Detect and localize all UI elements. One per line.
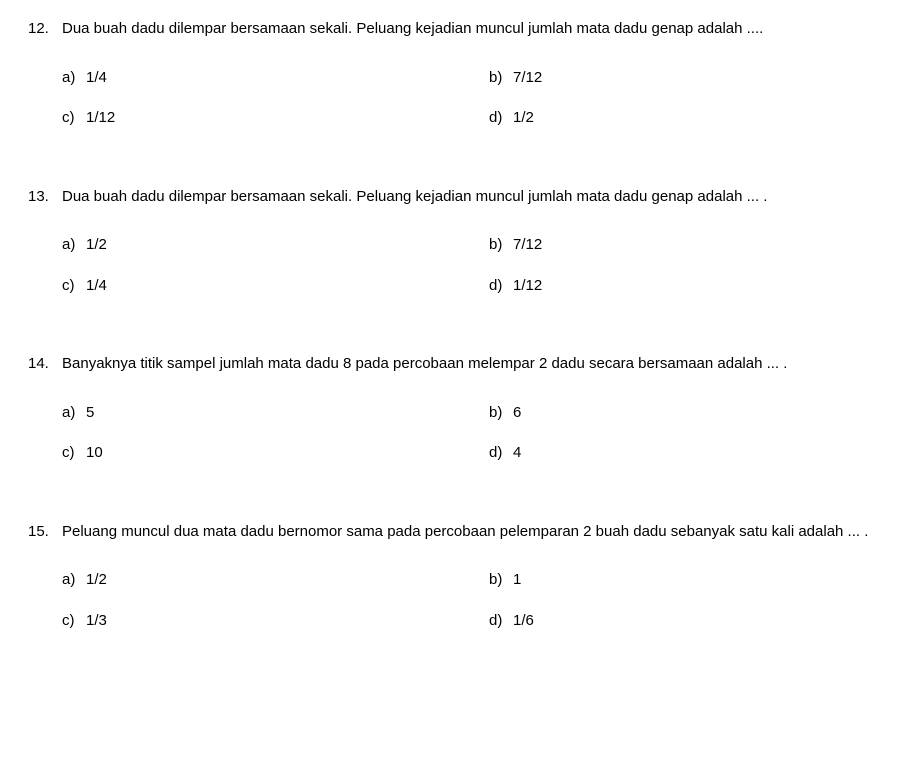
option-value: 1/4 [86,275,107,298]
option-b: b) 1 [489,569,896,592]
option-b: b) 6 [489,402,896,425]
question-13: 13. Dua buah dadu dilempar bersamaan sek… [28,186,896,298]
option-label: c) [62,275,86,298]
option-label: a) [62,569,86,592]
option-c: c) 10 [62,442,469,465]
option-label: c) [62,107,86,130]
question-15: 15. Peluang muncul dua mata dadu bernomo… [28,521,896,633]
question-body: Banyaknya titik sampel jumlah mata dadu … [62,353,896,465]
option-label: d) [489,107,513,130]
option-label: b) [489,234,513,257]
option-b: b) 7/12 [489,234,896,257]
option-c: c) 1/3 [62,610,469,633]
option-label: a) [62,402,86,425]
option-value: 1 [513,569,521,592]
option-d: d) 1/6 [489,610,896,633]
option-value: 4 [513,442,521,465]
option-label: b) [489,569,513,592]
option-c: c) 1/12 [62,107,469,130]
option-label: a) [62,67,86,90]
option-value: 6 [513,402,521,425]
question-body: Dua buah dadu dilempar bersamaan sekali.… [62,186,896,298]
option-value: 5 [86,402,94,425]
option-value: 1/3 [86,610,107,633]
question-body: Dua buah dadu dilempar bersamaan sekali.… [62,18,896,130]
question-text: Dua buah dadu dilempar bersamaan sekali.… [62,186,896,209]
option-a: a) 1/2 [62,234,469,257]
question-14: 14. Banyaknya titik sampel jumlah mata d… [28,353,896,465]
question-text: Peluang muncul dua mata dadu bernomor sa… [62,521,896,544]
option-a: a) 1/2 [62,569,469,592]
option-d: d) 1/2 [489,107,896,130]
option-b: b) 7/12 [489,67,896,90]
options-grid: a) 1/2 b) 7/12 c) 1/4 d) 1/12 [62,234,896,297]
option-d: d) 4 [489,442,896,465]
option-value: 10 [86,442,103,465]
option-value: 1/2 [513,107,534,130]
question-number: 14. [28,353,62,376]
option-label: b) [489,402,513,425]
question-number: 13. [28,186,62,209]
option-label: d) [489,442,513,465]
question-number: 12. [28,18,62,41]
option-a: a) 1/4 [62,67,469,90]
option-value: 1/12 [513,275,542,298]
option-c: c) 1/4 [62,275,469,298]
question-text: Banyaknya titik sampel jumlah mata dadu … [62,353,896,376]
option-value: 1/4 [86,67,107,90]
option-value: 1/6 [513,610,534,633]
option-label: c) [62,442,86,465]
question-text: Dua buah dadu dilempar bersamaan sekali.… [62,18,896,41]
question-body: Peluang muncul dua mata dadu bernomor sa… [62,521,896,633]
options-grid: a) 1/4 b) 7/12 c) 1/12 d) 1/2 [62,67,896,130]
option-label: c) [62,610,86,633]
option-value: 1/12 [86,107,115,130]
question-12: 12. Dua buah dadu dilempar bersamaan sek… [28,18,896,130]
option-value: 7/12 [513,67,542,90]
option-value: 1/2 [86,234,107,257]
option-label: d) [489,610,513,633]
option-value: 7/12 [513,234,542,257]
option-value: 1/2 [86,569,107,592]
question-number: 15. [28,521,62,544]
option-d: d) 1/12 [489,275,896,298]
option-label: a) [62,234,86,257]
options-grid: a) 5 b) 6 c) 10 d) 4 [62,402,896,465]
options-grid: a) 1/2 b) 1 c) 1/3 d) 1/6 [62,569,896,632]
option-label: b) [489,67,513,90]
option-label: d) [489,275,513,298]
option-a: a) 5 [62,402,469,425]
